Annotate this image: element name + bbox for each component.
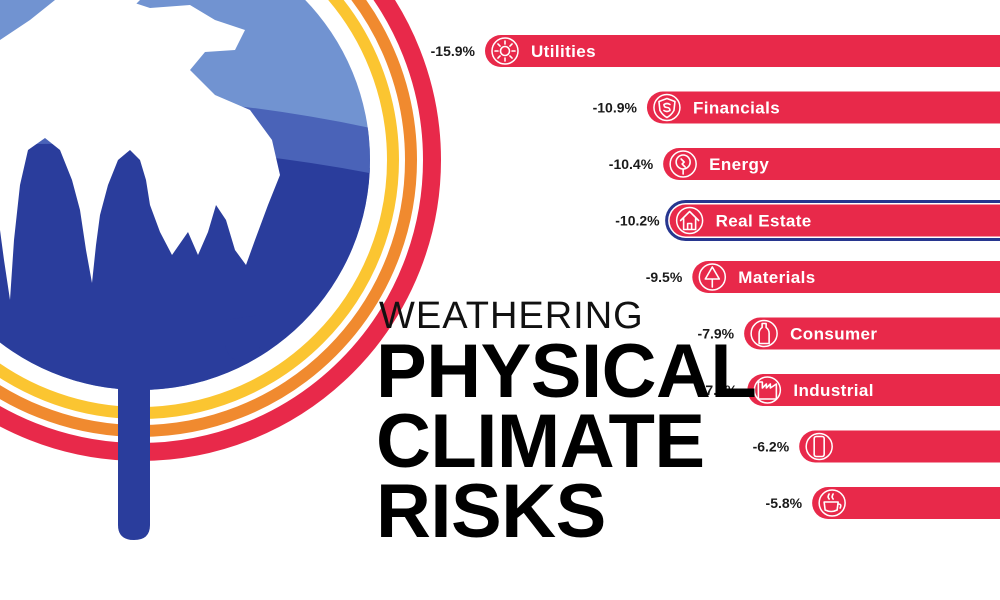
value-label: -5.8%: [766, 495, 803, 511]
value-label: -15.9%: [431, 43, 476, 59]
phone-icon: [813, 435, 825, 458]
house-icon: [679, 210, 700, 231]
bar-label: Energy: [709, 155, 769, 174]
icon-badge: [698, 263, 727, 291]
title-block: WEATHERING PHYSICAL CLIMATE RISKS: [376, 295, 757, 554]
icon-badge: [491, 37, 519, 65]
bar: [812, 487, 1000, 519]
bar-label: Materials: [738, 268, 815, 287]
lightbulb-plug-icon: [675, 154, 691, 175]
value-label: -9.5%: [646, 269, 683, 285]
icon-badge: [669, 150, 697, 178]
bar-label: Real Estate: [716, 212, 812, 231]
bar: [646, 91, 1000, 124]
value-label: -10.2%: [615, 213, 660, 229]
bar: [744, 317, 1000, 350]
icon-badge: [753, 376, 782, 404]
bar-label: Industrial: [793, 381, 874, 400]
value-label: -10.9%: [593, 100, 638, 116]
icon-badge: [805, 432, 833, 461]
landmass: [0, 0, 280, 300]
value-label: -7.8%: [701, 382, 738, 398]
bar: [663, 148, 1000, 180]
bar: [485, 35, 1000, 67]
bar-label: Utilities: [531, 42, 596, 61]
icon-badge: [750, 319, 778, 348]
icon-badge: [818, 489, 846, 517]
title-subtitle: WEATHERING: [379, 295, 644, 337]
bar: [669, 204, 1000, 237]
drip: [225, 315, 260, 362]
shield-dollar-icon: [658, 97, 676, 119]
drip: [118, 330, 150, 540]
icon-badge: [675, 206, 704, 235]
title-line-1: PHYSICAL: [376, 329, 757, 414]
coffee-cup-icon: [823, 493, 842, 513]
bar: [799, 430, 1000, 463]
sun-icon: [494, 40, 516, 62]
icon-badge: [653, 93, 681, 122]
value-label: -10.4%: [609, 156, 654, 172]
title-line-2: CLIMATE: [376, 399, 705, 484]
value-label: -6.2%: [753, 439, 790, 455]
tree-icon: [704, 266, 721, 288]
bar-label: Financials: [693, 99, 780, 118]
title-line-3: RISKS: [376, 469, 606, 554]
bar: [747, 374, 1000, 406]
bar-label: Consumer: [790, 325, 877, 344]
value-label: -7.9%: [698, 326, 735, 342]
bar: [692, 261, 1000, 293]
factory-icon: [757, 381, 778, 400]
bottle-icon: [758, 322, 770, 345]
